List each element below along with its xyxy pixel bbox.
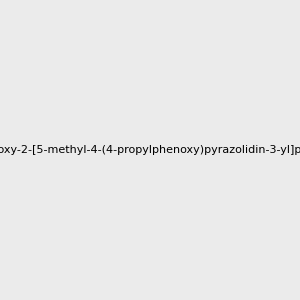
Text: 5-Ethoxy-2-[5-methyl-4-(4-propylphenoxy)pyrazolidin-3-yl]phenol: 5-Ethoxy-2-[5-methyl-4-(4-propylphenoxy)… bbox=[0, 145, 300, 155]
